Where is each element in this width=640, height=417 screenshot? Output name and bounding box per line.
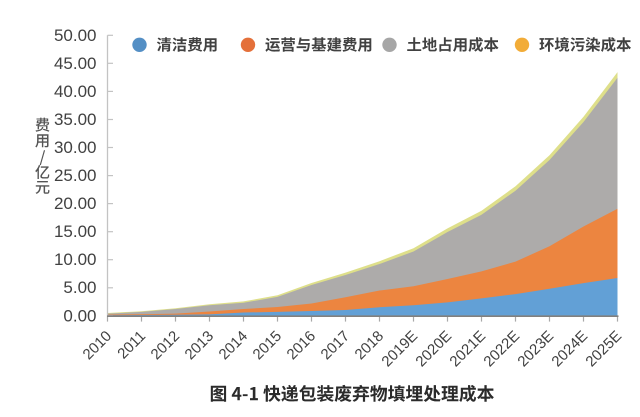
svg-text:25.00: 25.00 (54, 166, 97, 185)
svg-text:30.00: 30.00 (54, 138, 97, 157)
svg-text:10.00: 10.00 (54, 250, 97, 269)
svg-text:20.00: 20.00 (54, 194, 97, 213)
svg-text:50.00: 50.00 (54, 26, 97, 45)
svg-text:15.00: 15.00 (54, 222, 97, 241)
svg-text:45.00: 45.00 (54, 54, 97, 73)
svg-text:40.00: 40.00 (54, 82, 97, 101)
svg-text:0.00: 0.00 (63, 306, 96, 325)
svg-text:35.00: 35.00 (54, 110, 97, 129)
svg-text:5.00: 5.00 (63, 278, 96, 297)
